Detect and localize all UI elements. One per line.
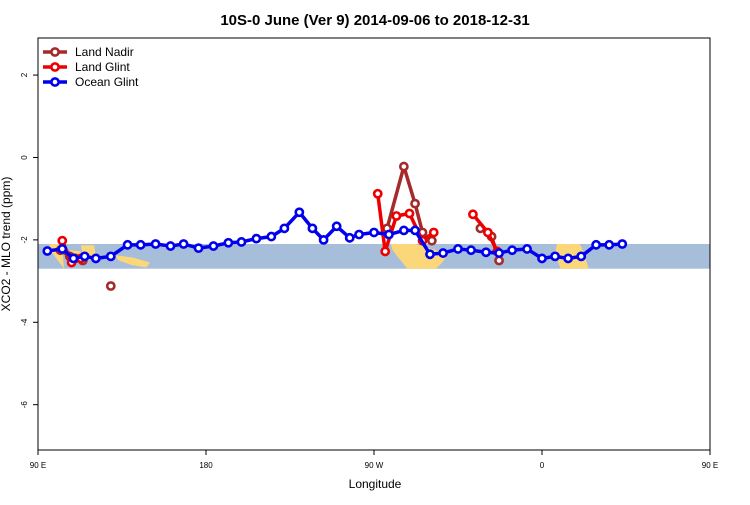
data-point (178, 239, 189, 249)
data-point (294, 207, 305, 218)
data-point (380, 246, 391, 257)
data-point (729, 237, 736, 244)
data-point (398, 225, 409, 236)
data-point (494, 248, 504, 258)
data-point (307, 223, 318, 234)
series-layer (42, 161, 750, 291)
data-point (507, 245, 518, 256)
data-point (453, 244, 463, 254)
data-point (279, 223, 290, 234)
data-point (105, 281, 116, 291)
data-point (150, 239, 161, 249)
data-point (604, 239, 615, 250)
series-ocean-glint (42, 207, 628, 264)
data-point (68, 253, 79, 264)
data-point (404, 208, 415, 219)
data-point (550, 251, 560, 262)
legend-marker (50, 47, 60, 57)
data-point (410, 198, 420, 209)
y-tick-label: -2 (20, 236, 29, 244)
data-point (466, 245, 476, 256)
data-point (738, 255, 745, 262)
x-tick-label: 0 (540, 461, 545, 470)
land-mass (114, 255, 150, 268)
data-point (428, 227, 439, 238)
data-point (372, 188, 383, 199)
data-point (537, 253, 547, 264)
data-point (740, 259, 747, 266)
data-point (318, 234, 329, 245)
y-tick-label: -6 (20, 401, 29, 409)
y-tick-label: -4 (20, 318, 29, 326)
data-point (746, 257, 750, 264)
data-point (165, 241, 176, 251)
data-point (410, 225, 420, 236)
data-point (425, 249, 435, 260)
data-point (105, 251, 116, 262)
data-point (591, 239, 602, 250)
data-point (344, 232, 355, 243)
data-point (617, 239, 628, 249)
data-point (731, 247, 738, 254)
data-point (42, 246, 53, 256)
legend-label: Land Glint (75, 60, 130, 74)
legend-label: Ocean Glint (75, 75, 139, 89)
data-point (223, 237, 234, 248)
data-point (331, 221, 342, 232)
x-axis-label: Longitude (349, 477, 402, 491)
data-point (57, 244, 68, 254)
land-mass (721, 244, 740, 269)
y-tick-label: 0 (20, 155, 29, 160)
data-point (193, 243, 204, 254)
axes: 90 E 180 90 W 0 90 E 2 0 -2 -4 -6 (20, 72, 718, 470)
chart-title: 10S-0 June (Ver 9) 2014-09-06 to 2018-12… (220, 12, 529, 29)
legend-label: Land Nadir (75, 45, 134, 59)
data-point (57, 235, 68, 246)
y-axis-label: XCO2 - MLO trend (ppm) (0, 177, 13, 312)
data-point (122, 239, 133, 250)
data-point (90, 253, 101, 264)
data-point (266, 231, 277, 242)
data-point (438, 248, 448, 258)
legend-marker (50, 77, 60, 87)
data-point (576, 251, 587, 262)
data-point (208, 241, 219, 251)
data-point (79, 251, 90, 262)
data-point (398, 161, 409, 172)
x-tick-label: 90 E (30, 461, 46, 470)
y-tick-label: 2 (20, 72, 29, 77)
legend-marker (50, 62, 60, 72)
data-point (251, 233, 262, 244)
data-point (354, 229, 364, 240)
data-point (468, 209, 478, 220)
data-point (384, 229, 394, 240)
data-point (391, 211, 402, 221)
data-point (135, 239, 146, 250)
data-point (426, 235, 437, 246)
data-point (482, 227, 493, 238)
x-tick-label: 90 W (365, 461, 384, 470)
land-mass (390, 244, 449, 269)
background-map-band (38, 244, 750, 269)
land-mass (742, 253, 750, 259)
data-point (369, 227, 379, 238)
x-tick-label: 90 E (702, 461, 718, 470)
series-line (732, 241, 750, 263)
data-point (481, 247, 491, 258)
data-point (522, 244, 532, 254)
x-tick-label: 180 (199, 461, 213, 470)
data-point (563, 253, 574, 264)
data-point (236, 237, 247, 247)
series-line (734, 250, 750, 260)
